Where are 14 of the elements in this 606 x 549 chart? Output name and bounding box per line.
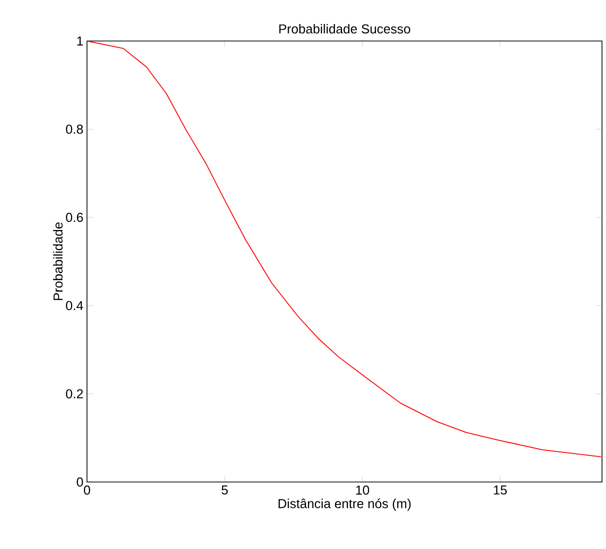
chart-title: Probabilidade Sucesso	[279, 24, 410, 34]
x-tick-label: 15	[494, 486, 507, 495]
y-tick-label: 0.6	[66, 212, 83, 222]
x-tick-label: 10	[356, 486, 370, 495]
y-tick-label: 1	[77, 36, 83, 46]
x-tick-label: 0	[84, 486, 90, 495]
y-tick-label: 0.8	[66, 124, 83, 134]
y-tick-label: 0.4	[66, 301, 84, 310]
y-axis-title: Probabilidade	[53, 222, 63, 300]
x-tick-label: 5	[222, 486, 228, 495]
y-tick-label: 0	[76, 477, 83, 487]
y-tick-label: 0.2	[66, 389, 83, 398]
line-series	[87, 40, 602, 458]
x-axis-title: Distância entre nós (m)	[278, 498, 411, 511]
